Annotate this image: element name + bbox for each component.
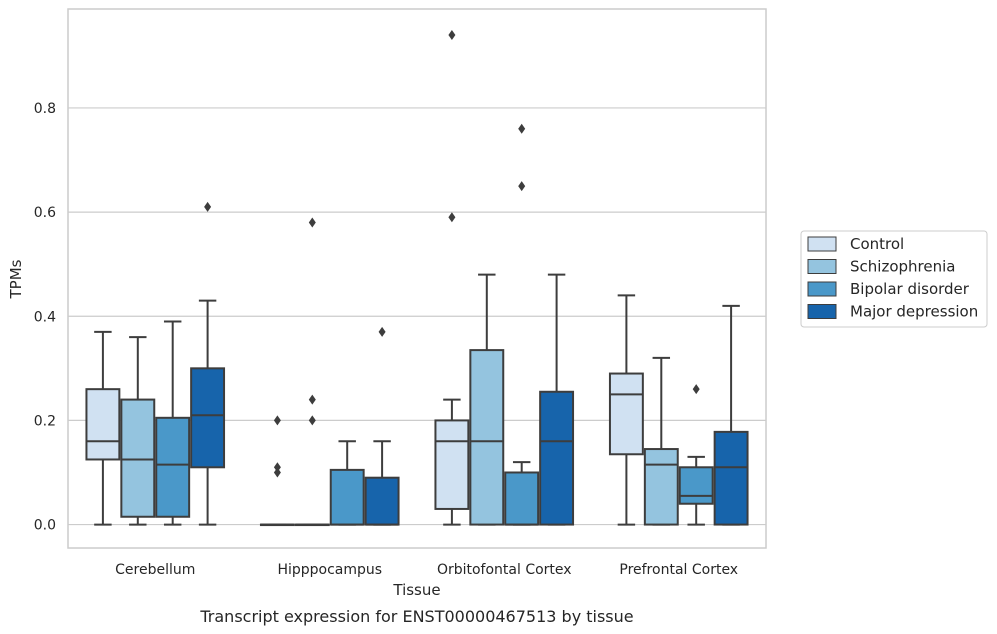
- box-iqr: [120, 398, 156, 518]
- box: [469, 273, 505, 526]
- chart-caption: Transcript expression for ENST0000046751…: [199, 607, 633, 626]
- box: [294, 217, 330, 527]
- box-iqr: [434, 419, 470, 510]
- x-tick-label: Hipppocampus: [277, 562, 382, 578]
- box: [713, 304, 749, 526]
- box-iqr: [329, 468, 365, 526]
- box: [678, 384, 714, 526]
- box: [329, 440, 365, 526]
- outlier-point: [273, 467, 281, 478]
- x-tick-labels: Cerebellum Hipppocampus Orbitofontal Corte…: [115, 562, 738, 578]
- box: [85, 330, 121, 526]
- legend-label: Control: [850, 235, 904, 253]
- box-iqr: [504, 471, 540, 526]
- outlier-point: [518, 181, 526, 192]
- y-tick-label: 0.4: [34, 309, 56, 325]
- y-tick-labels: 0.0 0.2 0.4 0.6 0.8: [34, 101, 56, 534]
- legend-frame: [800, 230, 988, 328]
- legend-swatch: [807, 281, 837, 297]
- y-tick-label: 0.8: [34, 101, 56, 117]
- box-iqr: [643, 448, 679, 526]
- boxes: [85, 30, 749, 527]
- box-iqr: [713, 430, 749, 526]
- outlier-point: [692, 384, 700, 395]
- outlier-point: [308, 415, 316, 426]
- legend-label: Bipolar disorder: [850, 280, 970, 298]
- y-tick-label: 0.0: [34, 518, 56, 534]
- box-iqr: [190, 367, 226, 469]
- box: [434, 30, 470, 526]
- box: [608, 294, 644, 526]
- box-iqr: [155, 416, 191, 518]
- outlier-point: [273, 415, 281, 426]
- outlier-point: [273, 462, 281, 473]
- legend-label: Major depression: [850, 303, 978, 321]
- outlier-point: [518, 123, 526, 134]
- x-axis-label: Tissue: [392, 581, 440, 599]
- box: [539, 273, 575, 526]
- legend-swatch: [807, 304, 837, 319]
- outlier-point: [308, 217, 316, 228]
- outlier-point: [448, 30, 456, 41]
- box: [504, 123, 540, 526]
- box: [190, 201, 226, 526]
- box-iqr: [469, 349, 505, 526]
- box-iqr: [678, 466, 714, 505]
- outlier-point: [448, 212, 456, 223]
- legend-swatch: [807, 236, 837, 252]
- box-iqr: [539, 390, 575, 526]
- x-tick-label: Orbitofontal Cortex: [437, 562, 572, 578]
- y-axis-label: TPMs: [7, 259, 25, 299]
- outlier-point: [204, 201, 212, 212]
- x-tick-label: Prefrontal Cortex: [619, 562, 738, 578]
- legend-label: Schizophrenia: [850, 258, 955, 276]
- x-tick-label: Cerebellum: [115, 562, 195, 578]
- outlier-point: [308, 394, 316, 405]
- outlier-point: [378, 326, 386, 337]
- box: [155, 320, 191, 526]
- y-tick-label: 0.2: [34, 413, 56, 429]
- y-tick-label: 0.6: [34, 205, 56, 221]
- box: [259, 415, 295, 527]
- box: [643, 356, 679, 526]
- box: [120, 336, 156, 526]
- box: [364, 326, 400, 526]
- box-iqr: [364, 476, 400, 526]
- legend: Control Schizophrenia Bipolar disorder Majo…: [800, 230, 988, 328]
- legend-swatch: [807, 259, 837, 274]
- box-iqr: [608, 372, 644, 456]
- plot-frame: [67, 8, 767, 549]
- box-iqr: [85, 388, 121, 461]
